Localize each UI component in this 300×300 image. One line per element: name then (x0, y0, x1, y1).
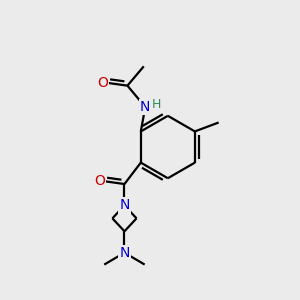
Text: N: N (119, 198, 130, 212)
Text: O: O (94, 174, 105, 188)
Text: N: N (119, 246, 130, 260)
Text: N: N (140, 100, 151, 114)
Text: H: H (152, 98, 161, 111)
Text: O: O (97, 76, 108, 90)
